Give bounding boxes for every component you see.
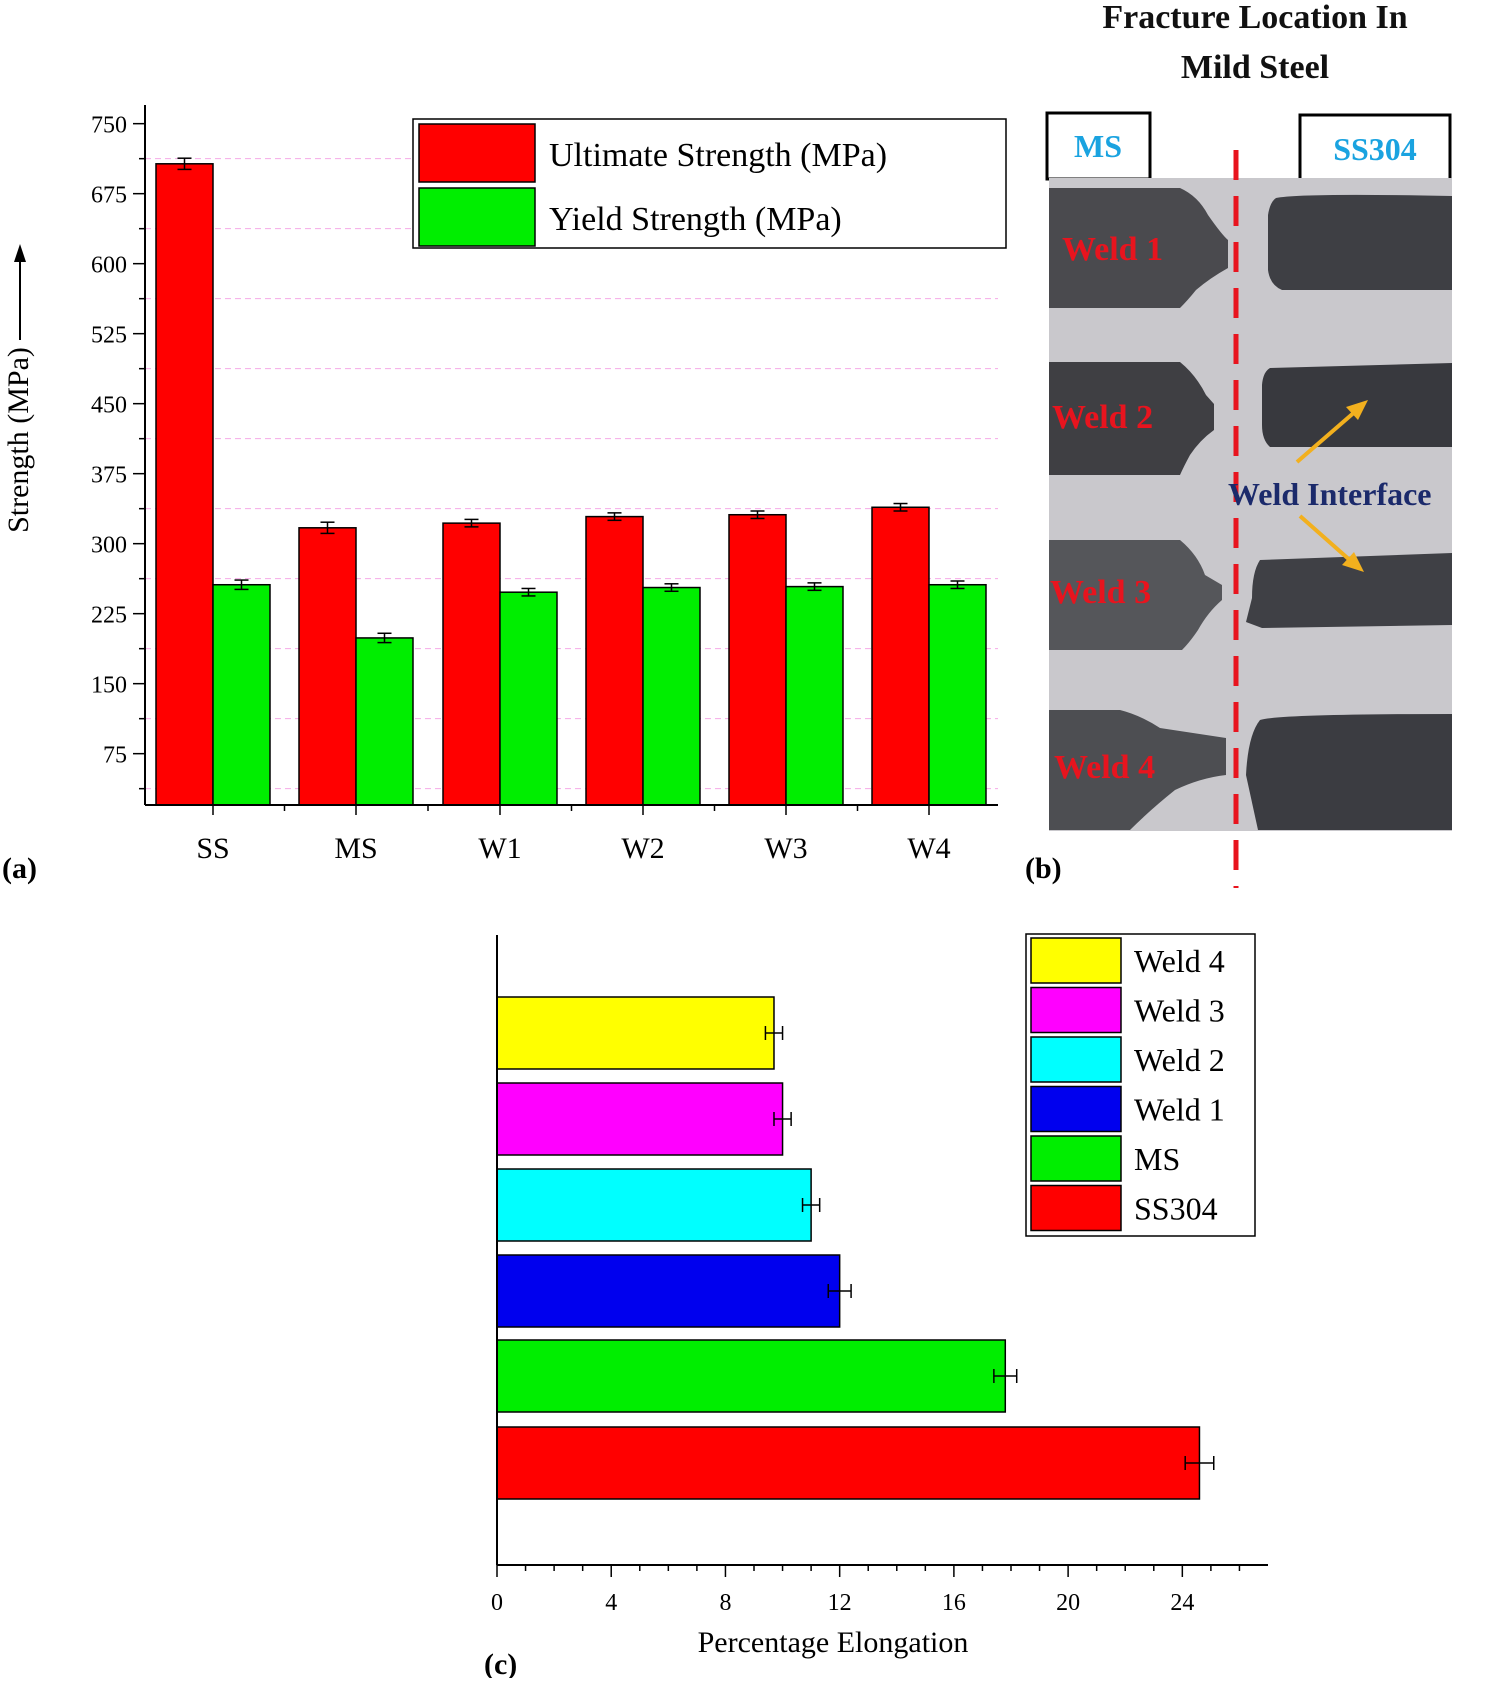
photo-title-line1: Fracture Location In	[1102, 0, 1407, 36]
x-category-label: MS	[334, 832, 377, 865]
legend-swatch	[1030, 937, 1122, 984]
bar-ms	[496, 1339, 1007, 1413]
x-tick-label: 0	[491, 1590, 503, 1616]
x-tick-label: 24	[1170, 1590, 1194, 1616]
strength-gridlines	[145, 158, 998, 790]
interface-arrow-lower	[1298, 514, 1364, 572]
bar-ss304	[496, 1426, 1201, 1500]
legend-label: Ultimate Strength (MPa)	[549, 137, 887, 174]
y-tick-label: 675	[91, 183, 127, 209]
y-tick-label: 300	[91, 533, 127, 559]
photo-title-line2: Mild Steel	[1181, 49, 1329, 86]
bar-yield-w1	[499, 591, 558, 806]
panel-label-a: (a)	[2, 852, 37, 885]
legend-swatch	[1030, 1085, 1122, 1133]
strength-y-ticks: 75 150 225 300 375 450 525 600 675 750	[91, 113, 145, 790]
x-tick-label: 8	[719, 1590, 731, 1616]
elongation-axes	[496, 935, 1268, 1566]
ms-box-label: MS	[1074, 128, 1122, 164]
x-tick-label: 12	[828, 1590, 852, 1616]
weld-label-1: Weld 1	[1062, 231, 1163, 268]
y-tick-label: 450	[91, 393, 127, 419]
bar-yield-ms	[355, 637, 414, 806]
legend-label: SS304	[1134, 1191, 1218, 1227]
x-tick-label: 4	[605, 1590, 617, 1616]
x-category-label: W3	[764, 832, 807, 865]
bar-ultimate-w4	[871, 506, 930, 806]
legend-label: Weld 2	[1134, 1042, 1225, 1078]
strength-y-axis-label: Strength (MPa)	[2, 347, 35, 533]
weld-label-2: Weld 2	[1052, 399, 1153, 436]
bar-ultimate-w3	[728, 513, 787, 806]
strength-x-categories: SS MS W1 W2 W3 W4	[196, 805, 951, 865]
weld-label-4: Weld 4	[1054, 749, 1155, 786]
bar-weld-2	[496, 1168, 812, 1242]
elongation-bars	[496, 996, 1215, 1500]
legend-swatch	[1030, 1135, 1122, 1182]
specimen-weld-1	[1049, 188, 1452, 308]
x-category-label: W1	[478, 832, 521, 865]
x-category-label: W2	[621, 832, 664, 865]
ss304-box: SS304	[1298, 113, 1452, 185]
bar-yield-w3	[785, 585, 844, 806]
bar-ultimate-w1	[442, 522, 501, 806]
bar-yield-w4	[928, 583, 987, 806]
ms-box: MS	[1045, 111, 1152, 181]
y-tick-label: 750	[91, 113, 127, 139]
legend-swatch	[418, 123, 536, 183]
y-tick-label: 75	[103, 743, 127, 769]
strength-legend: Ultimate Strength (MPa) Yield Strength (M…	[412, 118, 1007, 249]
elongation-legend: Weld 4 Weld 3 Weld 2 Weld 1 MS SS304	[1025, 933, 1256, 1237]
weld-interface-label: Weld Interface	[1228, 476, 1432, 512]
legend-swatch	[418, 187, 536, 247]
elongation-x-axis-label: Percentage Elongation	[698, 1626, 969, 1659]
y-axis-arrow	[14, 244, 26, 340]
bar-ultimate-ss	[155, 163, 214, 806]
specimen-weld-3	[1049, 540, 1452, 650]
y-tick-label: 375	[91, 463, 127, 489]
strength-chart: 75 150 225 300 375 450 525 600 675 750 SS MS W1 W2 W3…	[2, 105, 1007, 885]
legend-label: Weld 4	[1134, 943, 1225, 979]
y-tick-label: 525	[91, 323, 127, 349]
strength-bars	[155, 157, 987, 806]
weld-label-3: Weld 3	[1050, 574, 1151, 611]
fracture-photo-panel: Fracture Location In Mild Steel MS SS304	[1025, 0, 1452, 888]
elongation-chart: 0 4 8 12 16 20 24 Weld 4 Weld 3 Weld 2 Weld 1 MS SS…	[484, 933, 1268, 1681]
bar-yield-ss	[212, 583, 271, 806]
interface-arrow-upper	[1295, 400, 1368, 464]
y-tick-label: 150	[91, 673, 127, 699]
bar-weld-1	[496, 1254, 841, 1328]
legend-swatch	[1030, 1184, 1122, 1232]
bar-weld-4	[496, 996, 775, 1070]
legend-label: Weld 1	[1134, 1092, 1225, 1128]
legend-label: MS	[1134, 1141, 1180, 1177]
bar-ultimate-w2	[585, 515, 644, 806]
legend-swatch	[1030, 986, 1122, 1034]
x-category-label: W4	[907, 832, 950, 865]
y-tick-label: 600	[91, 253, 127, 279]
x-category-label: SS	[196, 832, 229, 865]
x-tick-label: 20	[1056, 1590, 1080, 1616]
bar-yield-w2	[642, 586, 701, 806]
legend-label: Yield Strength (MPa)	[549, 201, 842, 238]
bar-weld-3	[496, 1082, 784, 1156]
panel-label-b: (b)	[1025, 852, 1062, 885]
x-tick-label: 16	[942, 1590, 966, 1616]
legend-swatch	[1030, 1036, 1122, 1083]
legend-label: Weld 3	[1134, 993, 1225, 1029]
elongation-x-ticks: 0 4 8 12 16 20 24	[491, 1565, 1241, 1616]
specimen-weld-4	[1049, 710, 1452, 830]
ss304-box-label: SS304	[1333, 131, 1417, 167]
y-tick-label: 225	[91, 603, 127, 629]
bar-ultimate-ms	[298, 527, 357, 806]
panel-label-c: (c)	[484, 1648, 517, 1678]
